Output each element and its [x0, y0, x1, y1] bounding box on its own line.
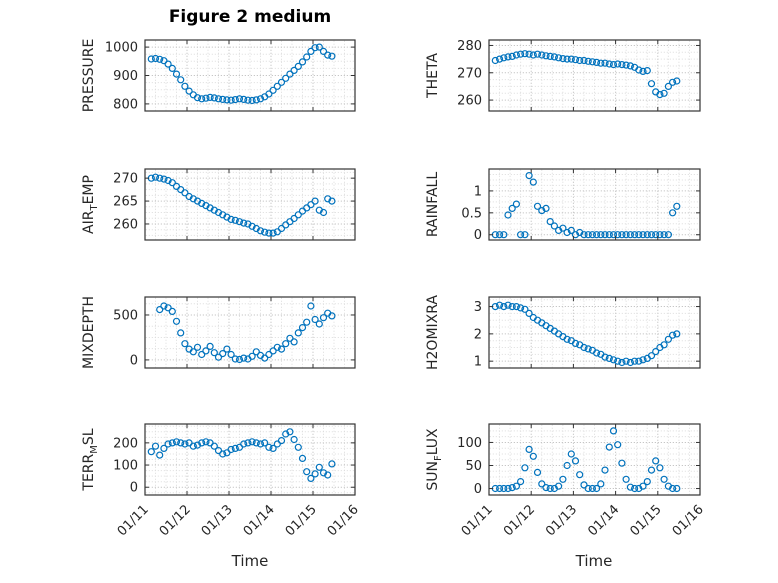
subplot-mixdepth: 0 500 MIXDEPTH — [81, 296, 356, 369]
y-tick-label: 200 — [113, 436, 138, 451]
figure-title: Figure 2 medium — [168, 7, 332, 27]
axes-box — [488, 168, 701, 241]
subplot-rainfall: 0 0.5 1 RAINFALL — [425, 168, 701, 243]
y-tick-label: 0.5 — [461, 206, 482, 221]
y-tick-label: 0 — [474, 228, 482, 243]
y-tick-label: 1 — [474, 184, 482, 199]
subplot-sun-flux: 0 50 100 01/11 01/12 01/13 01/14 01/15 01/16 SUNF… — [425, 423, 707, 539]
y-tick-label: 270 — [113, 172, 138, 187]
y-tick-label: 50 — [465, 459, 482, 474]
data-points-h2omixra — [491, 301, 681, 367]
plot-area — [489, 297, 700, 368]
x-axis-label-left: Time — [231, 552, 269, 570]
x-tick-label: 01/13 — [543, 502, 580, 539]
axes-box — [488, 39, 701, 112]
y-tick-label: 100 — [457, 436, 482, 451]
data-points-sun-flux — [491, 427, 681, 493]
plot-area — [489, 169, 700, 240]
axes-box — [144, 423, 356, 496]
x-tick-label: 01/11 — [115, 502, 152, 539]
data-points-rainfall — [491, 172, 681, 239]
y-tick-label: 260 — [113, 217, 138, 232]
plot-area — [489, 424, 700, 495]
y-tick-label: 260 — [457, 94, 482, 109]
x-tick-label: 01/15 — [283, 502, 320, 539]
x-tick-label: 01/16 — [670, 502, 707, 539]
y-axis-label-theta: THETA — [425, 53, 441, 99]
y-axis-label-air-temp: AIRTEMP — [81, 175, 100, 234]
y-tick-label: 3 — [474, 300, 482, 315]
y-tick-label: 1 — [474, 355, 482, 370]
y-tick-label: 0 — [474, 482, 482, 497]
y-axis-label-pressure: PRESSURE — [81, 39, 97, 113]
x-axis-label-right: Time — [575, 552, 613, 570]
subplot-theta: 260 270 280 THETA — [425, 39, 701, 112]
axes-box — [488, 296, 701, 369]
axes-box — [144, 168, 356, 241]
y-tick-label: 500 — [113, 308, 138, 323]
data-points-pressure — [147, 43, 336, 105]
y-tick-label: 800 — [113, 97, 138, 112]
x-tick-label: 01/14 — [241, 502, 278, 539]
x-tick-label: 01/14 — [585, 502, 622, 539]
axes-box — [144, 296, 356, 369]
subplot-pressure: 800 900 1000 PRESSURE — [81, 39, 356, 113]
x-tick-label: 01/11 — [459, 502, 496, 539]
x-tick-label: 01/16 — [325, 502, 362, 539]
data-points-air-temp — [147, 173, 336, 237]
x-tick-label: 01/12 — [501, 502, 538, 539]
subplot-h2omixra: 1 2 3 H2OMIXRA — [425, 295, 701, 370]
data-points-theta — [491, 50, 681, 99]
subplot-terr-msl: 0 100 200 01/11 01/12 01/13 01/14 01/15 01/16 TER… — [81, 423, 362, 539]
y-tick-label: 0 — [130, 481, 138, 496]
plot-area — [489, 40, 700, 111]
y-axis-label-rainfall: RAINFALL — [425, 172, 441, 237]
y-tick-label: 100 — [113, 459, 138, 474]
y-axis-label-terr-msl: TERRMSL — [81, 428, 100, 491]
y-tick-label: 0 — [130, 353, 138, 368]
axes-box — [488, 423, 701, 496]
data-points-terr-msl — [147, 428, 336, 482]
y-tick-label: 280 — [457, 39, 482, 54]
y-axis-label-h2omixra: H2OMIXRA — [425, 295, 441, 370]
y-tick-label: 1000 — [105, 41, 138, 56]
y-axis-label-sun-flux: SUNFLUX — [425, 428, 444, 491]
x-tick-label: 01/12 — [157, 502, 194, 539]
y-axis-label-mixdepth: MIXDEPTH — [81, 296, 97, 369]
x-tick-label: 01/15 — [628, 502, 665, 539]
y-tick-label: 270 — [457, 66, 482, 81]
y-tick-label: 2 — [474, 327, 482, 342]
y-tick-label: 900 — [113, 69, 138, 84]
y-tick-label: 265 — [113, 195, 138, 210]
data-points-mixdepth — [156, 302, 336, 364]
subplot-air-temp: 260 265 270 AIRTEMP — [81, 168, 356, 241]
x-tick-label: 01/13 — [199, 502, 236, 539]
